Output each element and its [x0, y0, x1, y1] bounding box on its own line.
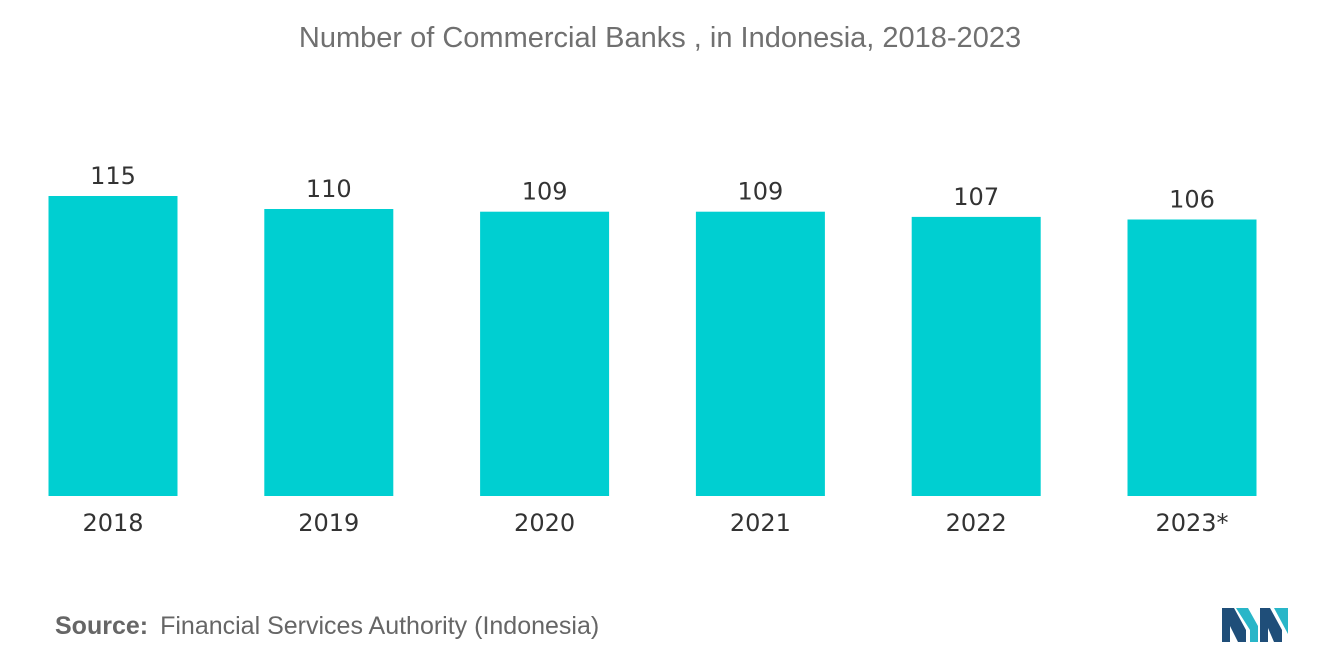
bar-2022 [911, 216, 1041, 496]
value-label-2020: 109 [522, 178, 568, 206]
category-labels-layer: 2018 2019 2020 2021 2022 2023* [82, 509, 1228, 537]
value-label-2021: 109 [737, 178, 783, 206]
bars-layer [48, 196, 1257, 496]
value-label-2018: 115 [90, 162, 136, 190]
bar-2021 [695, 211, 825, 496]
value-label-2019: 110 [306, 175, 352, 203]
bar-2023* [1127, 219, 1257, 496]
category-label-2023*: 2023* [1155, 509, 1228, 537]
chart-title: Number of Commercial Banks , in Indonesi… [298, 22, 1022, 54]
category-label-2020: 2020 [514, 509, 575, 537]
value-label-2023*: 106 [1169, 186, 1215, 214]
category-label-2022: 2022 [946, 509, 1007, 537]
bar-2018 [48, 196, 178, 496]
bar-2020 [480, 211, 610, 496]
value-labels-layer: 115 110 109 109 107 106 [90, 162, 1215, 214]
source-text: Financial Services Authority (Indonesia) [160, 612, 600, 640]
source-note: Source: Financial Services Authority (Ind… [55, 612, 599, 641]
category-label-2018: 2018 [82, 509, 143, 537]
category-label-2019: 2019 [298, 509, 359, 537]
value-label-2022: 107 [953, 183, 999, 211]
source-label: Source: [55, 612, 149, 640]
category-label-2021: 2021 [730, 509, 791, 537]
bar-2019 [264, 209, 394, 496]
mordor-intelligence-logo-icon [1222, 608, 1288, 642]
